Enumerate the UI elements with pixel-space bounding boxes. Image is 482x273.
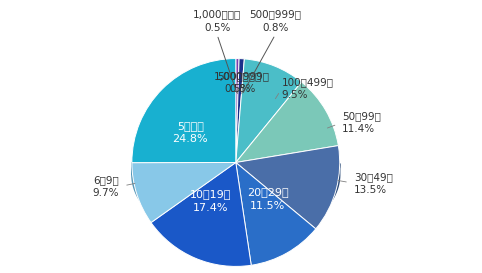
Text: 5人以下
24.8%: 5人以下 24.8% [173,121,208,144]
Wedge shape [236,59,302,162]
Wedge shape [151,162,251,266]
Wedge shape [132,58,236,163]
Text: 10～19人
17.4%: 10～19人 17.4% [190,189,231,213]
Text: 1,000人以上
0.5%: 1,000人以上 0.5% [214,71,262,94]
Polygon shape [236,162,316,218]
Polygon shape [251,206,316,241]
Polygon shape [132,163,151,214]
Polygon shape [316,164,340,218]
Polygon shape [151,162,236,214]
Polygon shape [236,162,316,218]
Polygon shape [132,162,236,175]
Text: 20～29人
11.5%: 20～29人 11.5% [247,187,288,210]
Polygon shape [236,162,251,241]
Wedge shape [236,162,316,265]
Wedge shape [236,58,239,162]
Text: 30～49人
13.5%: 30～49人 13.5% [354,172,393,195]
Wedge shape [236,146,340,229]
Polygon shape [151,162,236,214]
Polygon shape [132,162,236,175]
Polygon shape [236,162,251,241]
Text: 1,000人以上
0.5%: 1,000人以上 0.5% [193,9,241,32]
Text: 100～499人
9.5%: 100～499人 9.5% [281,77,334,100]
Wedge shape [236,82,338,162]
Text: 500～999人
0.8%: 500～999人 0.8% [249,9,301,32]
Text: 50～99人
11.4%: 50～99人 11.4% [342,111,381,134]
Polygon shape [151,201,251,242]
Text: 6～9人
9.7%: 6～9人 9.7% [93,175,119,198]
Text: 500～999人
0.8%: 500～999人 0.8% [217,71,269,94]
Wedge shape [236,59,244,162]
Wedge shape [132,162,236,222]
